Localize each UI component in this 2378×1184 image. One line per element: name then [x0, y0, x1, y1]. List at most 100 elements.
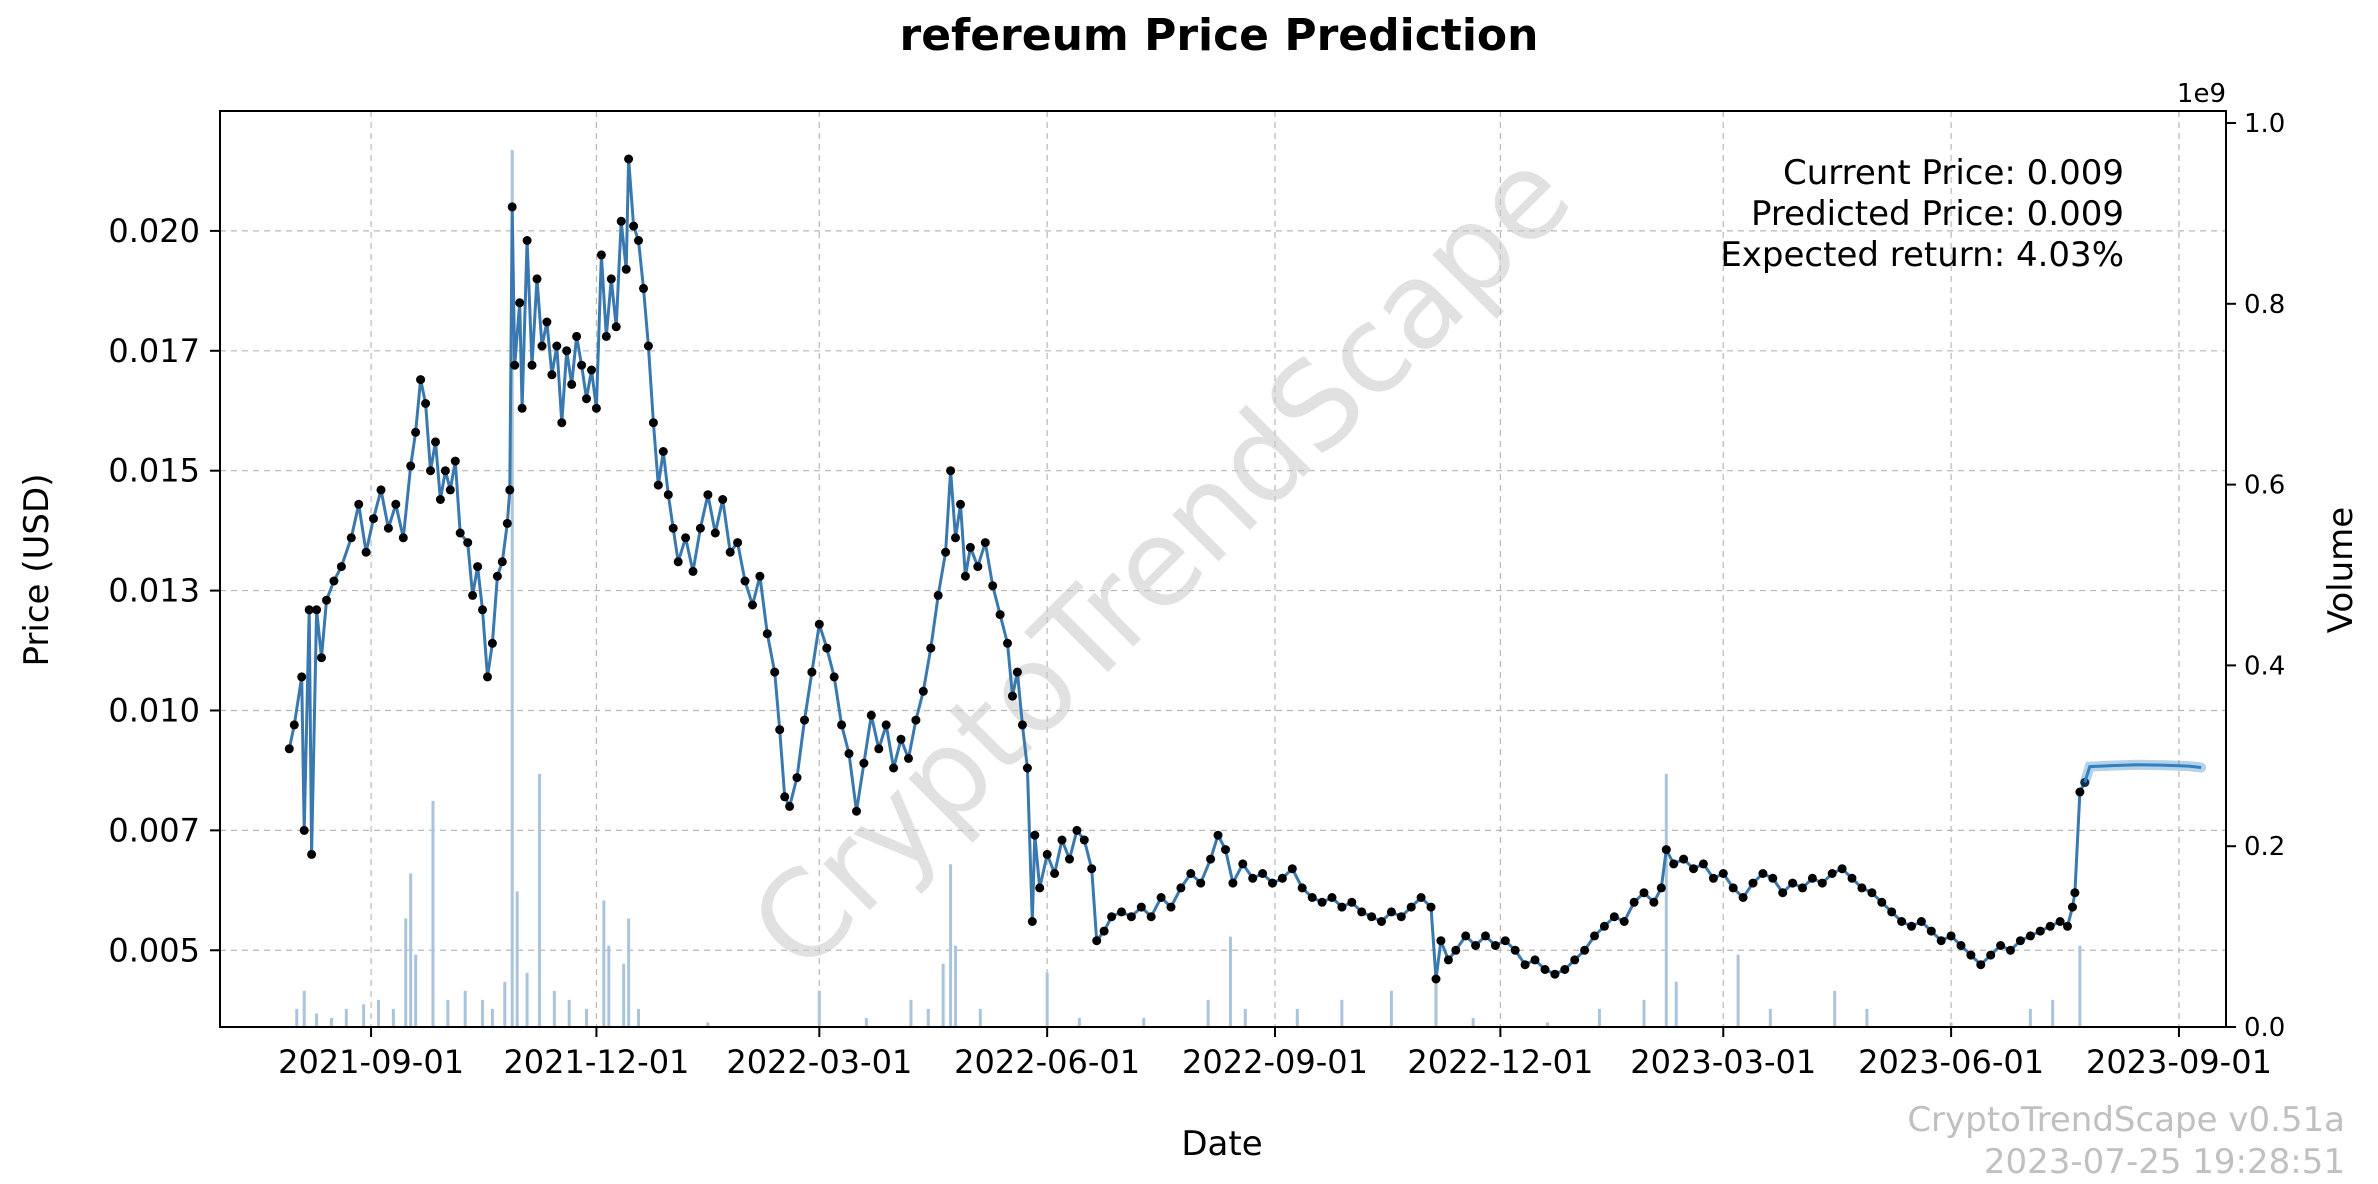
price-point: [1877, 897, 1887, 907]
price-point: [951, 533, 960, 543]
volume-bar: [1768, 1008, 1772, 1027]
x-tick-label: 2023-09-01: [2086, 1043, 2272, 1081]
price-point: [1718, 869, 1728, 878]
price-point: [1867, 888, 1877, 898]
price-point: [1946, 931, 1956, 941]
price-point: [1196, 878, 1206, 888]
price-point: [960, 571, 970, 581]
price-point: [688, 566, 698, 576]
price-point: [1327, 893, 1337, 902]
volume-bar: [1206, 999, 1210, 1027]
price-point: [733, 538, 743, 548]
price-point: [1520, 960, 1530, 970]
volume-bar: [302, 990, 306, 1027]
price-point: [497, 557, 507, 567]
price-point: [1087, 864, 1097, 874]
price-point: [695, 523, 705, 533]
price-point: [780, 792, 790, 802]
price-point: [1758, 869, 1768, 878]
price-point: [904, 753, 913, 763]
volume-bar: [1243, 1008, 1247, 1027]
price-point: [289, 720, 299, 730]
price-point: [785, 801, 795, 811]
price-point: [1337, 902, 1347, 912]
y-tick-label: 0.005: [108, 931, 200, 969]
volume-bar: [376, 999, 380, 1027]
x-axis-label: Date: [1181, 1124, 1262, 1164]
price-point: [1669, 859, 1679, 869]
price-point: [1092, 936, 1102, 946]
price-point: [2075, 787, 2085, 797]
price-point: [383, 523, 393, 533]
volume-bar: [622, 963, 626, 1027]
price-point: [1057, 835, 1067, 845]
volume-bar: [1045, 972, 1049, 1027]
price-point: [1065, 854, 1074, 864]
price-point: [1590, 931, 1599, 941]
price-point: [624, 154, 634, 164]
price-point: [1431, 974, 1441, 984]
price-point: [668, 523, 678, 533]
volume-tick-label: 0.4: [2244, 651, 2285, 681]
volume-bar: [978, 1008, 982, 1027]
price-point: [611, 322, 621, 332]
price-point: [1287, 864, 1297, 874]
price-point: [304, 605, 314, 615]
price-point: [1012, 667, 1022, 677]
price-point: [1461, 931, 1471, 941]
price-point: [1317, 897, 1327, 907]
volume-bar: [1949, 1022, 1953, 1027]
volume-bar: [1077, 1017, 1081, 1027]
volume-bar: [1664, 773, 1668, 1027]
price-point: [312, 605, 322, 615]
volume-bar: [1833, 990, 1837, 1027]
price-point: [354, 499, 364, 509]
price-point: [406, 461, 416, 471]
price-point: [1798, 883, 1807, 893]
price-point: [336, 562, 346, 572]
price-point: [455, 528, 465, 538]
price-point: [1307, 893, 1317, 902]
price-point: [859, 758, 869, 768]
volume-bar: [949, 864, 953, 1027]
price-point: [1186, 869, 1196, 878]
volume-tick-label: 0.0: [2244, 1013, 2285, 1043]
price-point: [468, 590, 478, 600]
price-point: [1117, 907, 1126, 917]
price-point: [2035, 926, 2045, 936]
price-point: [1887, 907, 1897, 917]
price-point: [762, 629, 772, 639]
forecast-line: [2083, 763, 2202, 783]
price-point: [537, 341, 547, 351]
price-point: [1728, 883, 1738, 893]
x-axis: 2021-09-01 2021-12-01 2022-03-01 2022-06-01…: [278, 1027, 2272, 1081]
price-point: [557, 418, 567, 428]
price-point: [450, 456, 460, 466]
price-point: [1396, 912, 1406, 922]
volume-bar: [431, 801, 435, 1027]
price-point: [926, 643, 936, 653]
price-point: [634, 236, 643, 245]
price-point: [1277, 873, 1287, 883]
y-axis: 0.005 0.007 0.010 0.013 0.015 0.017 0.020: [108, 212, 220, 969]
price-point: [1030, 830, 1040, 840]
volume-bar: [295, 1008, 299, 1027]
price-point: [822, 643, 832, 653]
y-tick-label: 0.015: [108, 452, 200, 490]
price-point: [770, 667, 780, 677]
price-point: [426, 466, 435, 476]
price-point: [1788, 878, 1798, 888]
price-point: [1580, 945, 1590, 955]
x-tick-label: 2022-12-01: [1407, 1043, 1593, 1081]
volume-axis-exponent: 1e9: [2177, 79, 2226, 109]
volume-bar: [404, 918, 408, 1027]
volume-bar: [446, 999, 450, 1027]
price-point: [1926, 926, 1936, 936]
price-point: [629, 221, 639, 231]
price-point: [829, 672, 839, 682]
volume-axis: 0.0 0.2 0.4 0.6 0.8 1.0: [2226, 109, 2285, 1043]
price-point: [1238, 859, 1248, 869]
price-point: [1136, 902, 1146, 912]
price-point: [284, 744, 294, 754]
